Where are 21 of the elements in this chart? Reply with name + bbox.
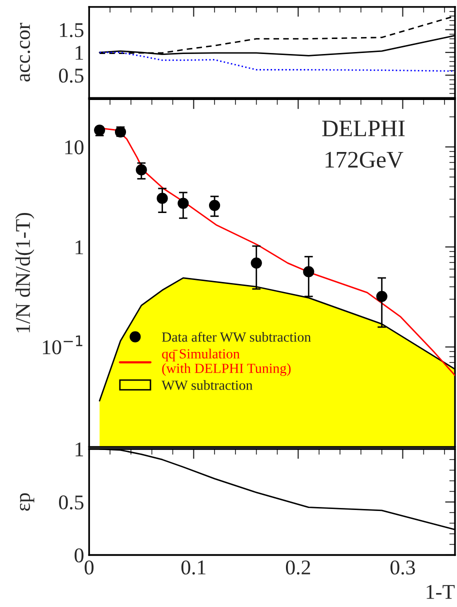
x-axis-title: 1-T: [426, 584, 455, 599]
y-tick-label: 1: [76, 240, 84, 254]
y-axis-title: acc.cor: [20, 22, 30, 82]
y-tick-label: 0.5: [59, 68, 84, 83]
y-tick-label: 1.5: [60, 23, 84, 38]
y-tick-label: 0.5: [59, 495, 84, 510]
x-tick-label: 0.2: [286, 560, 310, 575]
y-tick-label: 1: [76, 46, 84, 60]
y-tick-label: 10: [65, 140, 84, 154]
annotation: 172GeV: [326, 152, 404, 168]
y-tick-label: 0: [74, 548, 84, 562]
legend-label: WW subtraction: [162, 380, 253, 390]
y-axis-title: εp: [20, 493, 34, 511]
y-tick-label: 1: [76, 442, 84, 456]
y-tick-label: 10$^{−1}$: [42, 335, 82, 354]
x-tick-label: 0.1: [181, 560, 206, 575]
legend-label: qq̄ Simulation (with DELPHI Tuning): [162, 348, 291, 376]
x-tick-label: 0.3: [390, 560, 415, 575]
annotation: DELPHI: [322, 120, 405, 136]
legend-label: Data after WW subtraction: [162, 332, 311, 342]
y-axis-title: 1/N dN/d(1-T): [15, 212, 34, 332]
